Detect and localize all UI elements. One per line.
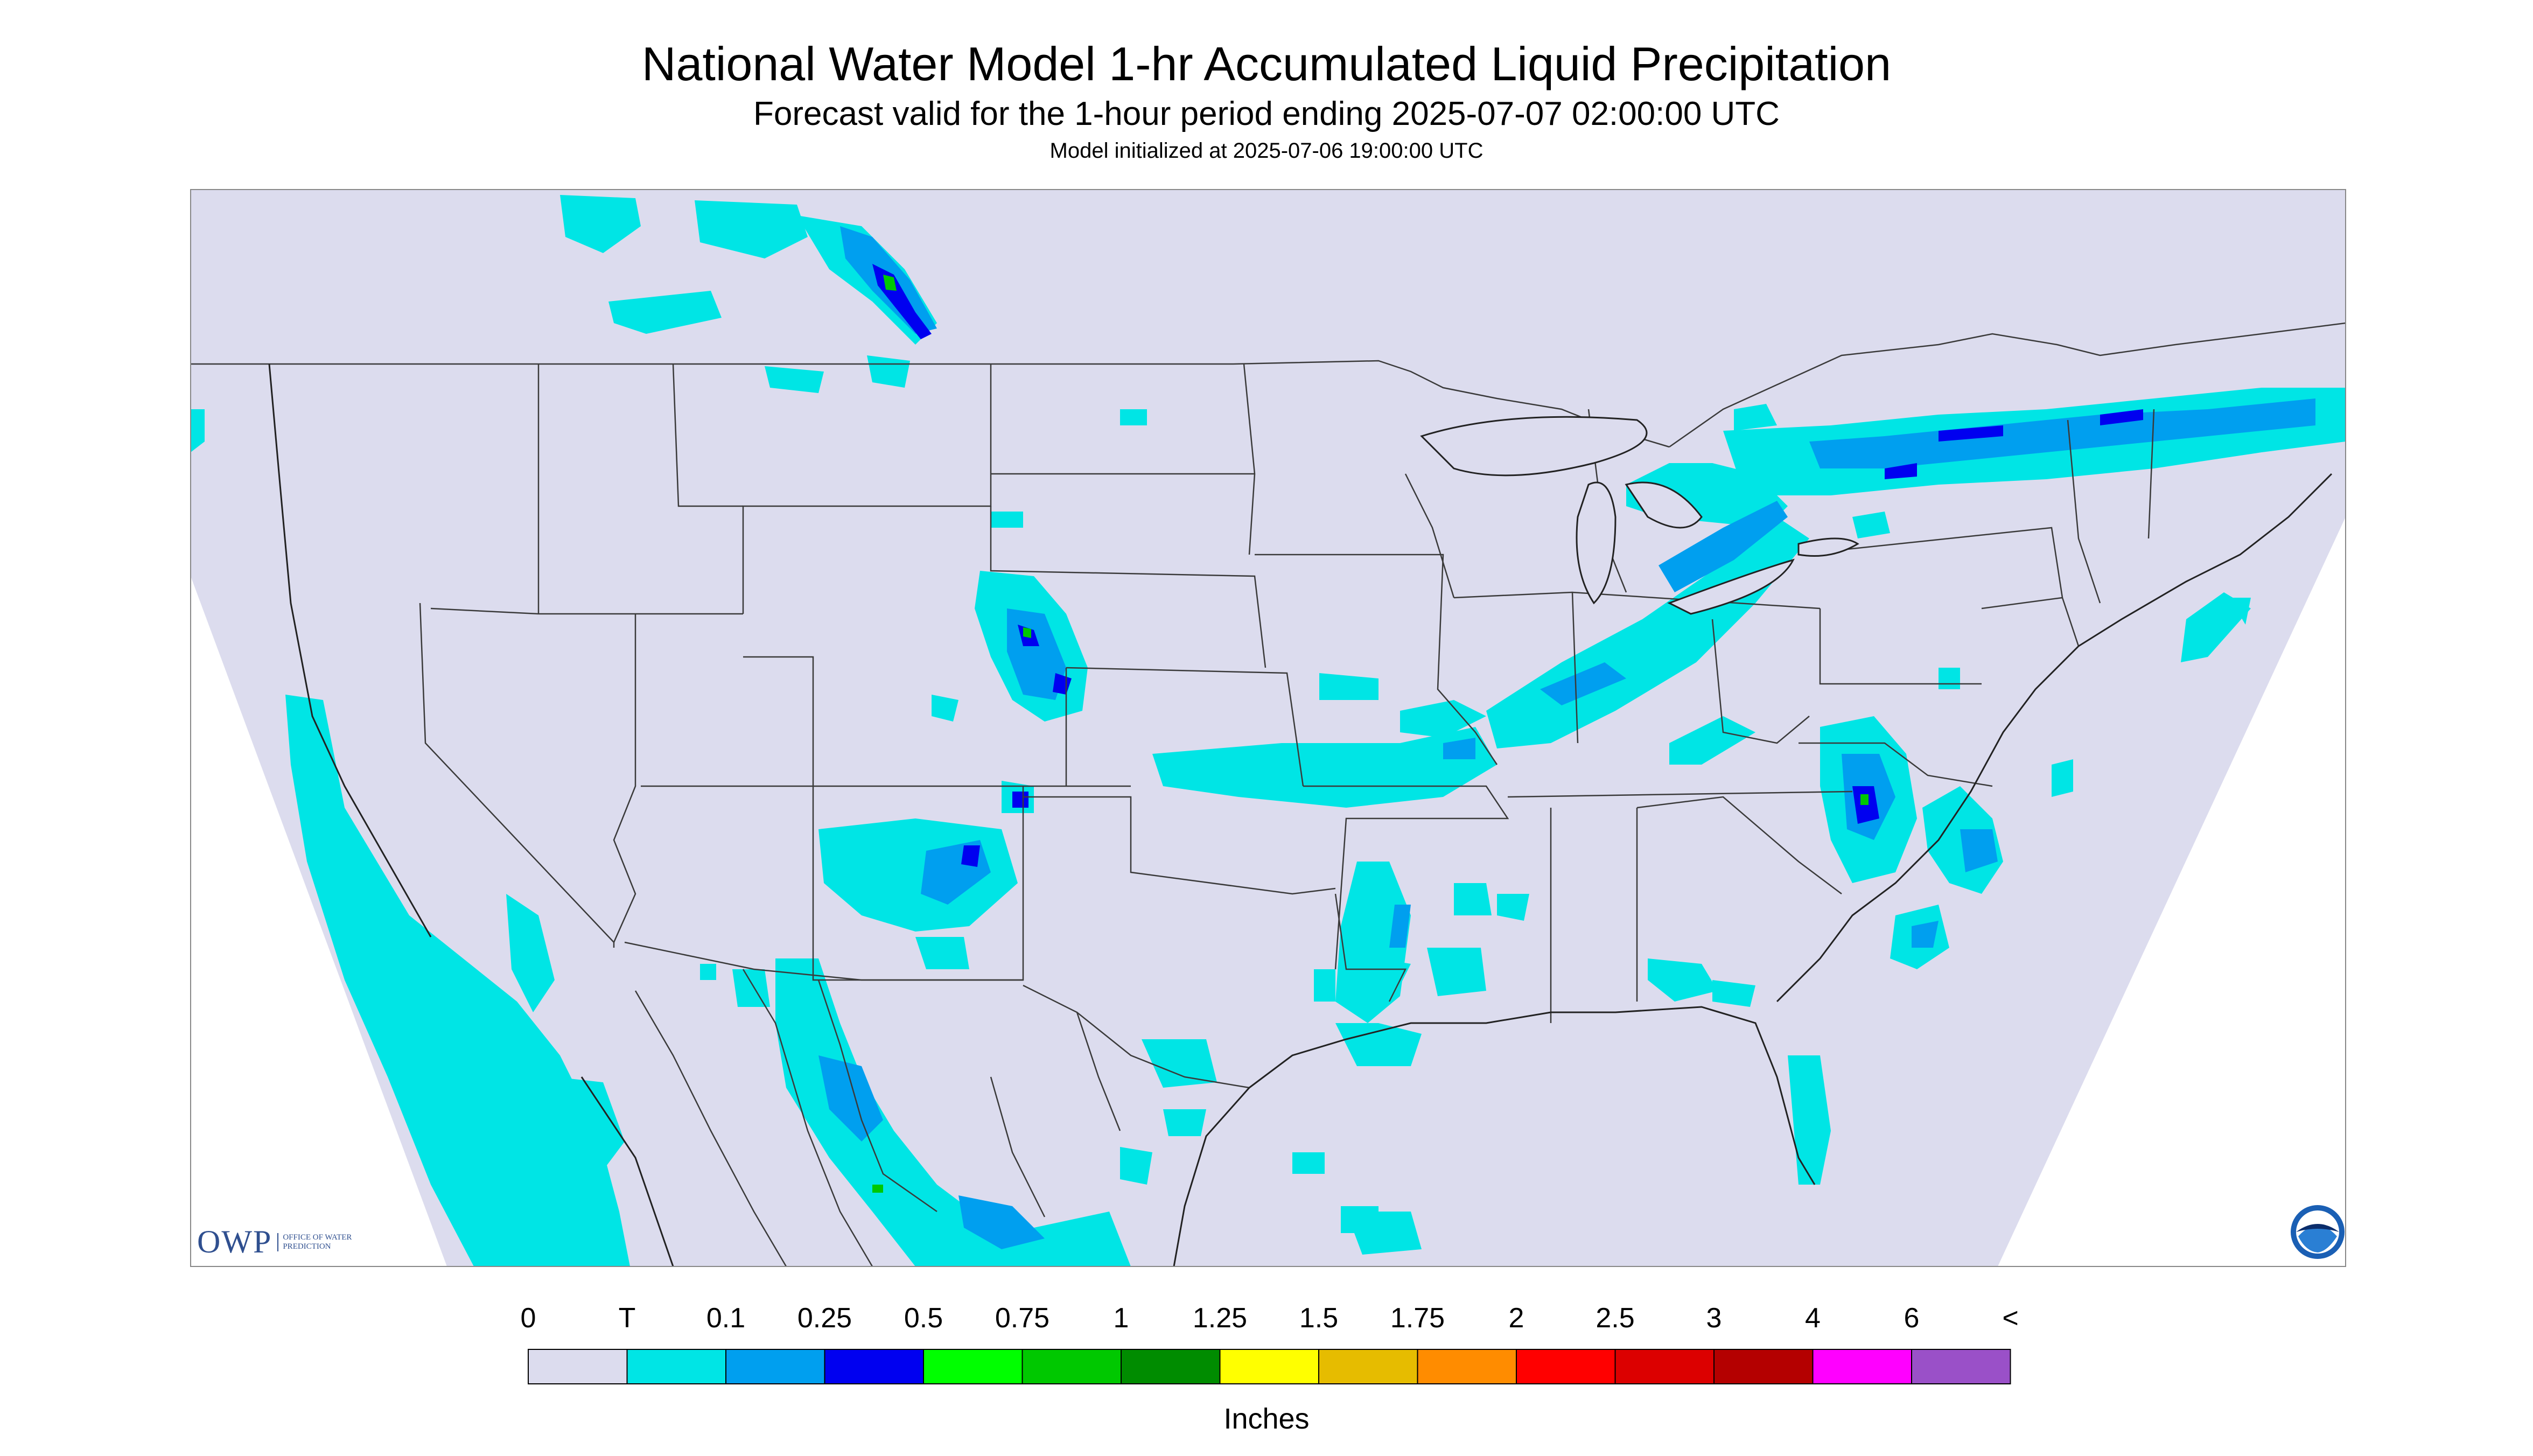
colorbar-swatch (1021, 1349, 1122, 1384)
colorbar-swatch (528, 1349, 628, 1384)
map-title: National Water Model 1-hr Accumulated Li… (641, 37, 1892, 90)
coastline (268, 363, 2333, 1266)
colorbar-swatch (1812, 1349, 1912, 1384)
colorbar-label: 3 (1706, 1303, 1722, 1334)
colorbar-swatch (1911, 1349, 2011, 1384)
colorbar-swatch (1614, 1349, 1715, 1384)
colorbar-swatch (923, 1349, 1023, 1384)
legend-units-label: Inches (1223, 1403, 1310, 1435)
colorbar-label: < (2002, 1303, 2019, 1334)
colorbar-swatch (1713, 1349, 1814, 1384)
colorbar-label: 1 (1113, 1303, 1129, 1334)
colorbar-label: 0.5 (904, 1303, 943, 1334)
noaa-logo (2291, 1205, 2345, 1259)
colorbar-swatch (1516, 1349, 1616, 1384)
colorbar-label: 4 (1805, 1303, 1821, 1334)
colorbar-label: 6 (1904, 1303, 1920, 1334)
colorbar-label: 1.75 (1390, 1303, 1445, 1334)
precip-0.5 (872, 275, 1869, 1193)
colorbar-label: 0.1 (706, 1303, 746, 1334)
colorbar-label: 1.25 (1192, 1303, 1248, 1334)
owp-logo: OWP OFFICE OF WATER PREDICTION (197, 1223, 358, 1261)
colorbar-label: 2 (1508, 1303, 1524, 1334)
colorbar-swatch (824, 1349, 924, 1384)
colorbar-swatch (1219, 1349, 1319, 1384)
model-init-time: Model initialized at 2025-07-06 19:00:00… (1049, 139, 1484, 163)
precip-0.1 (818, 226, 2315, 1249)
colorbar-swatch (725, 1349, 825, 1384)
great-lakes (1420, 416, 1859, 615)
colorbar-label: 1.5 (1299, 1303, 1339, 1334)
colorbar-swatch (1121, 1349, 1221, 1384)
outside-domain-right (1998, 517, 2346, 1266)
colorbar-swatch (1417, 1349, 1517, 1384)
outside-domain-left (191, 576, 447, 1266)
colorbar-label: T (618, 1303, 636, 1334)
colorbar-swatch (1318, 1349, 1418, 1384)
colorbar-swatch (626, 1349, 726, 1384)
colorbar (528, 1349, 2011, 1384)
map-subtitle: Forecast valid for the 1-hour period end… (753, 95, 1780, 132)
map-frame (190, 189, 2346, 1267)
colorbar-label: 0.25 (797, 1303, 852, 1334)
colorbar-label: 0.75 (995, 1303, 1050, 1334)
owp-logo-text: OWP (197, 1224, 272, 1259)
owp-logo-subtext: OFFICE OF WATER PREDICTION (277, 1233, 358, 1251)
colorbar-label: 0 (520, 1303, 536, 1334)
colorbar-label: 2.5 (1596, 1303, 1635, 1334)
